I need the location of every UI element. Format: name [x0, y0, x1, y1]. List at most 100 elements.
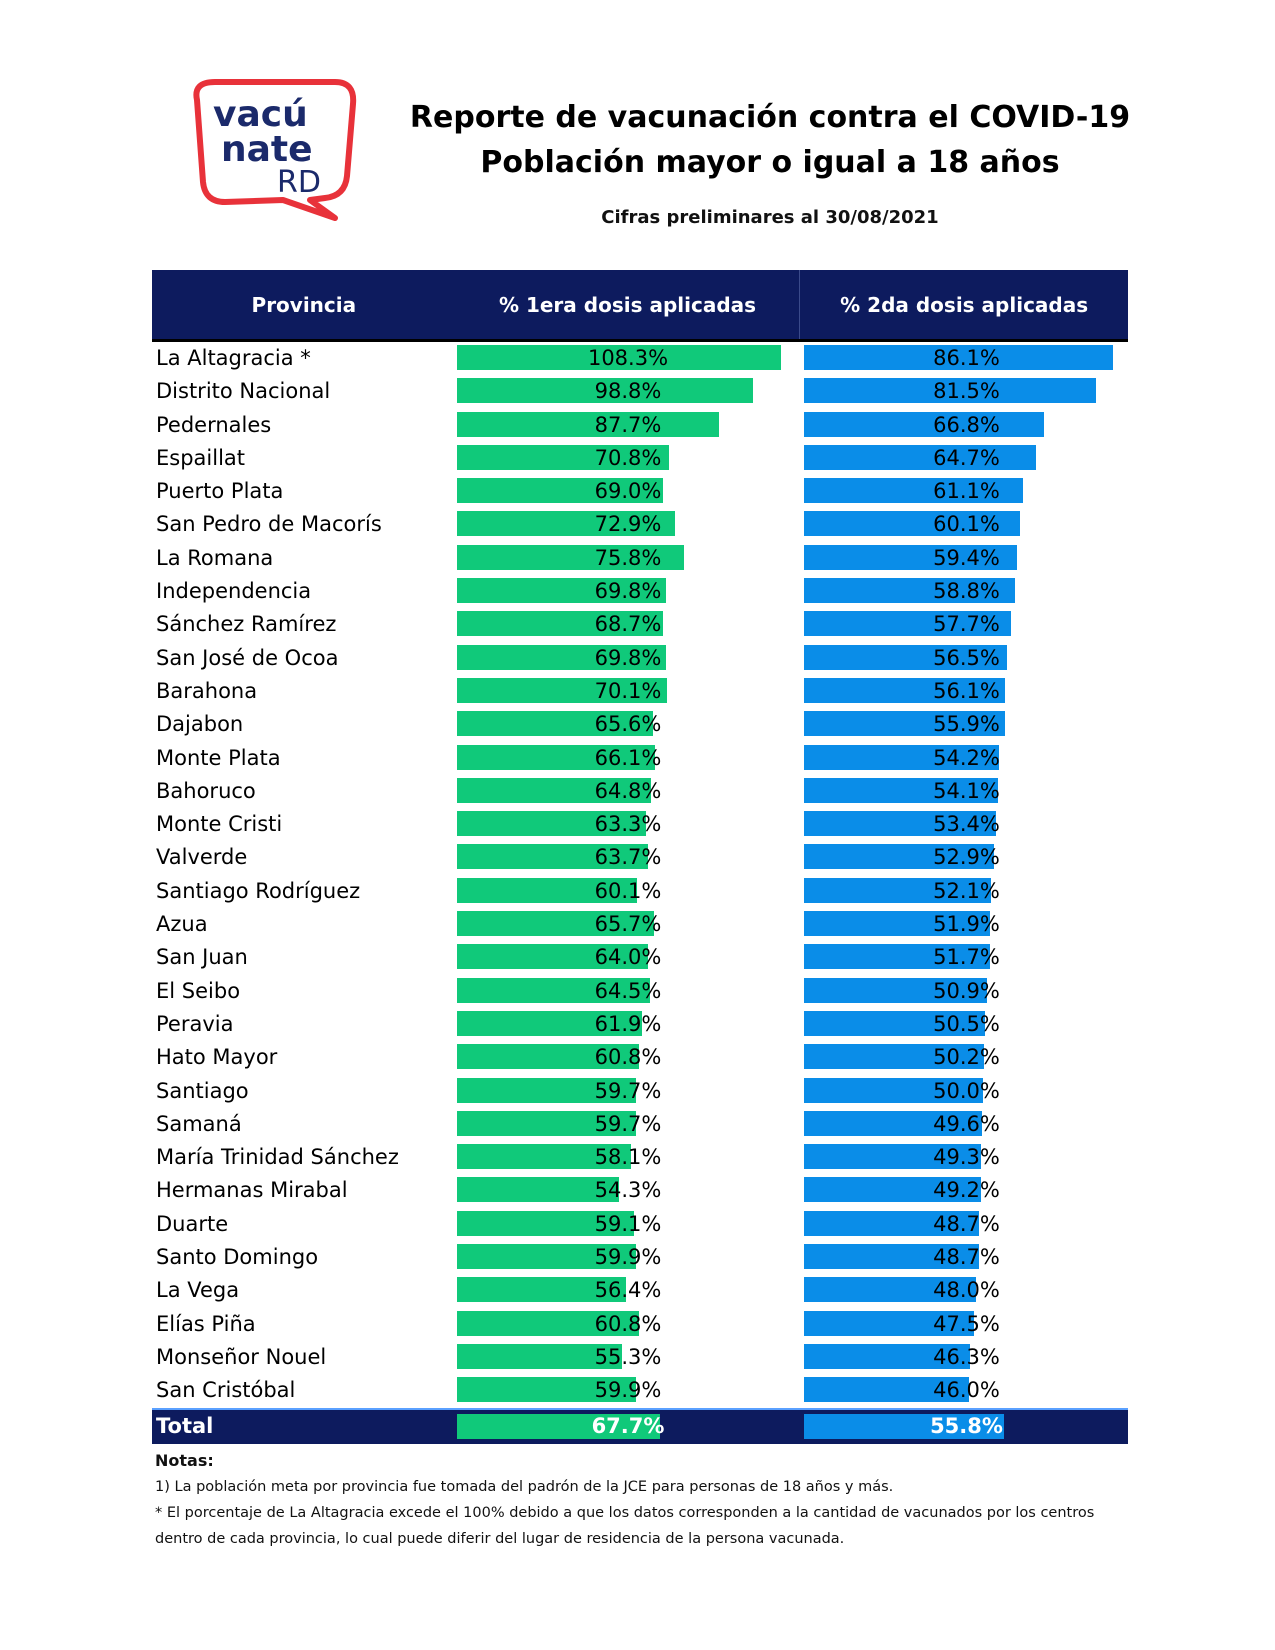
second-dose-value: 46.3%	[804, 1341, 1129, 1374]
second-dose-value: 81.5%	[804, 375, 1129, 408]
province-name: La Vega	[156, 1274, 239, 1307]
second-dose-value: 53.4%	[804, 808, 1129, 841]
first-dose-value: 69.8%	[457, 575, 799, 608]
first-dose-value: 59.9%	[457, 1241, 799, 1274]
table-row: San Pedro de Macorís 72.9% 60.1%	[152, 508, 1128, 541]
second-dose-value: 58.8%	[804, 575, 1129, 608]
table-row: Hato Mayor 60.8% 50.2%	[152, 1041, 1128, 1074]
province-name: San Cristóbal	[156, 1374, 295, 1407]
second-dose-value: 57.7%	[804, 608, 1129, 641]
second-dose-value: 50.0%	[804, 1075, 1129, 1108]
second-dose-value: 54.2%	[804, 742, 1129, 775]
table-row: San José de Ocoa 69.8% 56.5%	[152, 642, 1128, 675]
province-name: Espaillat	[156, 442, 245, 475]
first-dose-value: 108.3%	[457, 342, 799, 375]
province-name: Samaná	[156, 1108, 242, 1141]
table-row: Barahona 70.1% 56.1%	[152, 675, 1128, 708]
second-dose-value: 61.1%	[804, 475, 1129, 508]
table-row: Hermanas Mirabal 54.3% 49.2%	[152, 1174, 1128, 1207]
first-dose-value: 75.8%	[457, 542, 799, 575]
province-name: El Seibo	[156, 975, 240, 1008]
first-dose-value: 60.8%	[457, 1041, 799, 1074]
province-name: Monte Cristi	[156, 808, 282, 841]
second-dose-value: 64.7%	[804, 442, 1129, 475]
first-dose-value: 69.0%	[457, 475, 799, 508]
second-dose-value: 48.7%	[804, 1208, 1129, 1241]
table-row: Distrito Nacional 98.8% 81.5%	[152, 375, 1128, 408]
table-row: Samaná 59.7% 49.6%	[152, 1108, 1128, 1141]
province-name: María Trinidad Sánchez	[156, 1141, 399, 1174]
table-row: Azua 65.7% 51.9%	[152, 908, 1128, 941]
second-dose-value: 55.9%	[804, 708, 1129, 741]
table-body: La Altagracia * 108.3% 86.1% Distrito Nacio…	[152, 342, 1128, 1408]
province-name: Hermanas Mirabal	[156, 1174, 348, 1207]
province-name: Elías Piña	[156, 1308, 256, 1341]
table-row: Puerto Plata 69.0% 61.1%	[152, 475, 1128, 508]
second-dose-value: 56.5%	[804, 642, 1129, 675]
report-subtitle: Población mayor o igual a 18 años	[390, 145, 1150, 180]
first-dose-value: 65.6%	[457, 708, 799, 741]
second-dose-value: 48.0%	[804, 1274, 1129, 1307]
table-row: Dajabon 65.6% 55.9%	[152, 708, 1128, 741]
table-header: Provincia % 1era dosis aplicadas % 2da d…	[152, 270, 1128, 342]
first-dose-value: 63.3%	[457, 808, 799, 841]
table-row: Elías Piña 60.8% 47.5%	[152, 1308, 1128, 1341]
first-dose-value: 70.1%	[457, 675, 799, 708]
province-name: Hato Mayor	[156, 1041, 277, 1074]
table-row: María Trinidad Sánchez 58.1% 49.3%	[152, 1141, 1128, 1174]
first-dose-value: 58.1%	[457, 1141, 799, 1174]
first-dose-value: 54.3%	[457, 1174, 799, 1207]
logo-text-3: RD	[277, 165, 321, 200]
total-row: Total 67.7% 55.8%	[152, 1408, 1128, 1444]
second-dose-value: 50.5%	[804, 1008, 1129, 1041]
second-dose-value: 52.9%	[804, 841, 1129, 874]
table-row: Peravia 61.9% 50.5%	[152, 1008, 1128, 1041]
second-dose-value: 60.1%	[804, 508, 1129, 541]
table-row: Duarte 59.1% 48.7%	[152, 1208, 1128, 1241]
province-name: Monte Plata	[156, 742, 281, 775]
table-row: Monte Cristi 63.3% 53.4%	[152, 808, 1128, 841]
first-dose-value: 69.8%	[457, 642, 799, 675]
first-dose-value: 61.9%	[457, 1008, 799, 1041]
table-row: La Altagracia * 108.3% 86.1%	[152, 342, 1128, 375]
first-dose-value: 64.8%	[457, 775, 799, 808]
table-row: La Vega 56.4% 48.0%	[152, 1274, 1128, 1307]
report-title: Reporte de vacunación contra el COVID-19	[390, 100, 1150, 135]
second-dose-value: 54.1%	[804, 775, 1129, 808]
notes-heading: Notas:	[155, 1448, 1115, 1474]
table-row: El Seibo 64.5% 50.9%	[152, 975, 1128, 1008]
province-name: La Romana	[156, 542, 273, 575]
second-dose-value: 66.8%	[804, 409, 1129, 442]
table-row: Independencia 69.8% 58.8%	[152, 575, 1128, 608]
logo-text-2: nate	[221, 129, 313, 170]
province-name: Santiago Rodríguez	[156, 875, 360, 908]
province-name: Sánchez Ramírez	[156, 608, 336, 641]
province-name: Independencia	[156, 575, 311, 608]
first-dose-value: 70.8%	[457, 442, 799, 475]
second-dose-value: 47.5%	[804, 1308, 1129, 1341]
second-dose-value: 49.6%	[804, 1108, 1129, 1141]
first-dose-value: 55.3%	[457, 1341, 799, 1374]
second-dose-value: 56.1%	[804, 675, 1129, 708]
note-2: * El porcentaje de La Altagracia excede …	[155, 1500, 1115, 1552]
total-label: Total	[156, 1410, 213, 1443]
first-dose-value: 98.8%	[457, 375, 799, 408]
first-dose-value: 65.7%	[457, 908, 799, 941]
second-dose-value: 50.9%	[804, 975, 1129, 1008]
note-1: 1) La población meta por provincia fue t…	[155, 1474, 1115, 1500]
first-dose-value: 64.0%	[457, 941, 799, 974]
province-name: Valverde	[156, 841, 247, 874]
table-row: Espaillat 70.8% 64.7%	[152, 442, 1128, 475]
table-row: Sánchez Ramírez 68.7% 57.7%	[152, 608, 1128, 641]
second-dose-value: 46.0%	[804, 1374, 1129, 1407]
province-name: Dajabon	[156, 708, 243, 741]
first-dose-value: 72.9%	[457, 508, 799, 541]
first-dose-value: 68.7%	[457, 608, 799, 641]
first-dose-value: 59.9%	[457, 1374, 799, 1407]
total-second-dose-value: 55.8%	[804, 1410, 1129, 1443]
province-name: Duarte	[156, 1208, 228, 1241]
total-first-dose-value: 67.7%	[457, 1410, 799, 1443]
col-header-first-dose: % 1era dosis aplicadas	[456, 270, 801, 339]
second-dose-value: 50.2%	[804, 1041, 1129, 1074]
first-dose-value: 59.7%	[457, 1075, 799, 1108]
